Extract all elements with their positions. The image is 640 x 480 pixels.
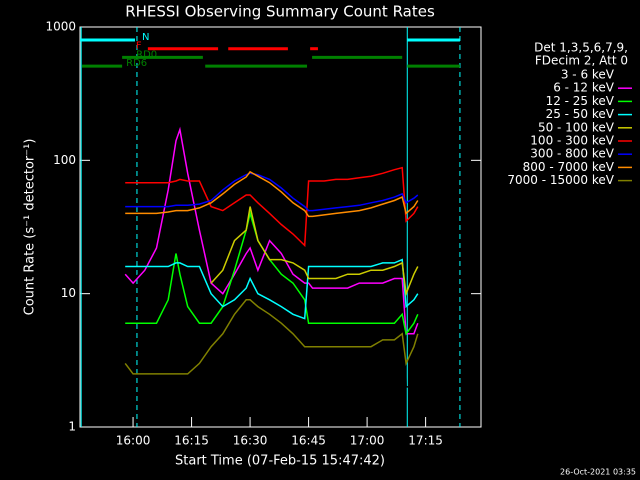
legend-label: 800 - 7000 keV: [523, 160, 615, 174]
x-tick-label: 17:00: [350, 434, 385, 448]
series-line: [125, 172, 419, 212]
series-line: [125, 166, 419, 248]
series-line: [125, 170, 419, 218]
y-axis-label: Count Rate (s⁻¹ detector⁻¹): [23, 139, 38, 316]
legend-label: 300 - 800 keV: [530, 147, 614, 161]
footer: 26-Oct-2021 03:35: [560, 468, 636, 477]
legend-label: 7000 - 15000 keV: [507, 173, 614, 187]
legend-label: 6 - 12 keV: [553, 81, 615, 95]
flag-label: N: [142, 32, 149, 43]
flag-label: F: [136, 41, 142, 52]
legend-header: FDecim 2, Att 0: [535, 54, 628, 68]
series-line: [124, 126, 419, 335]
x-tick-label: 16:45: [291, 434, 326, 448]
x-tick-label: 16:15: [174, 434, 209, 448]
chart-title: RHESSI Observing Summary Count Rates: [125, 3, 435, 21]
x-tick-label: 16:30: [233, 434, 268, 448]
legend-header: Det 1,3,5,6,7,9,: [534, 41, 628, 55]
y-tick-label: 100: [53, 153, 76, 167]
y-tick-label: 1000: [45, 20, 76, 34]
x-tick-label: 17:15: [408, 434, 443, 448]
x-axis-label: Start Time (07-Feb-15 15:47:42): [175, 454, 385, 469]
legend-label: 3 - 6 keV: [561, 68, 615, 82]
legend-label: 50 - 100 keV: [538, 120, 615, 134]
legend-label: 25 - 50 keV: [546, 107, 615, 121]
y-tick-label: 10: [61, 286, 76, 300]
series-line: [124, 161, 418, 388]
x-tick-label: 16:00: [116, 434, 151, 448]
series-line: [125, 258, 419, 320]
plot-frame: [79, 26, 482, 428]
series-line: [125, 210, 419, 336]
y-tick-label: 1: [68, 420, 76, 434]
series-line: [210, 206, 419, 297]
legend-label: 12 - 25 keV: [546, 94, 615, 108]
flag-label: RD6: [126, 58, 147, 69]
flag-label: RD0: [136, 49, 157, 60]
legend-label: 100 - 300 keV: [530, 134, 614, 148]
series-line: [124, 299, 419, 375]
